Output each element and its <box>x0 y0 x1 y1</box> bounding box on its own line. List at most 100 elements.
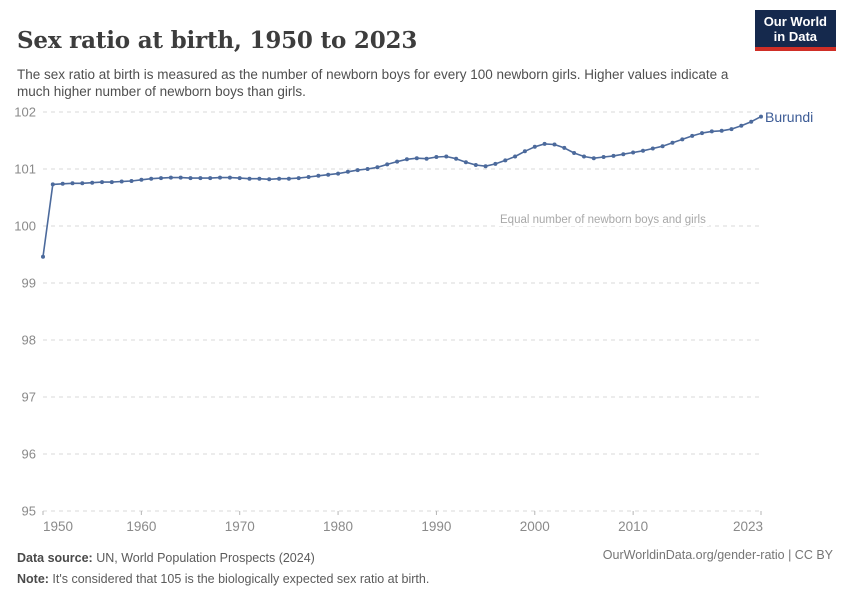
data-point-1970[interactable] <box>237 176 242 181</box>
data-point-2008[interactable] <box>611 153 616 158</box>
data-point-1969[interactable] <box>227 175 232 180</box>
chart-footer: Data source: UN, World Population Prospe… <box>17 548 429 590</box>
data-point-2006[interactable] <box>591 156 596 161</box>
data-point-2004[interactable] <box>572 151 577 155</box>
data-point-1987[interactable] <box>404 157 409 162</box>
owid-logo-line2: in Data <box>773 29 818 44</box>
data-point-2013[interactable] <box>660 144 665 149</box>
data-point-1980[interactable] <box>336 171 341 176</box>
data-point-1953[interactable] <box>70 181 75 186</box>
data-point-1981[interactable] <box>345 169 350 174</box>
data-point-1975[interactable] <box>286 176 291 181</box>
data-point-1993[interactable] <box>463 160 468 165</box>
data-point-1983[interactable] <box>365 167 370 171</box>
data-point-1967[interactable] <box>208 176 213 181</box>
data-point-1964[interactable] <box>178 175 183 180</box>
data-point-2011[interactable] <box>641 148 645 153</box>
data-source-text: UN, World Population Prospects (2024) <box>92 551 315 565</box>
data-point-1973[interactable] <box>267 177 272 182</box>
data-point-2009[interactable] <box>621 152 626 157</box>
data-point-1985[interactable] <box>385 162 390 167</box>
data-point-1965[interactable] <box>188 176 193 181</box>
data-point-1995[interactable] <box>483 164 488 169</box>
data-point-1997[interactable] <box>503 158 508 163</box>
x-tick-label-1960: 1960 <box>126 519 156 534</box>
data-point-1960[interactable] <box>139 177 144 182</box>
data-point-1968[interactable] <box>218 175 222 180</box>
entity-label-burundi[interactable]: Burundi <box>765 109 814 125</box>
data-point-1978[interactable] <box>316 173 321 178</box>
data-point-2022[interactable] <box>749 119 754 124</box>
data-point-1971[interactable] <box>247 176 252 181</box>
data-point-1988[interactable] <box>414 156 419 161</box>
chart-subtitle: The sex ratio at birth is measured as th… <box>17 66 729 100</box>
data-point-1989[interactable] <box>424 156 429 161</box>
data-point-1959[interactable] <box>129 179 134 183</box>
data-point-1950[interactable] <box>41 254 45 259</box>
data-point-2020[interactable] <box>729 127 734 132</box>
data-point-2014[interactable] <box>670 140 675 145</box>
trend-line-burundi[interactable] <box>42 115 762 257</box>
data-point-1990[interactable] <box>434 155 439 159</box>
y-tick-label-96: 96 <box>22 447 36 462</box>
y-tick-label-99: 99 <box>22 276 36 291</box>
data-point-1962[interactable] <box>159 176 163 181</box>
data-point-1979[interactable] <box>326 172 331 177</box>
data-point-2019[interactable] <box>719 128 724 133</box>
data-point-1984[interactable] <box>375 165 380 170</box>
data-point-1991[interactable] <box>444 154 449 159</box>
owid-link[interactable]: OurWorldinData.org/gender-ratio | CC BY <box>602 548 833 562</box>
x-tick-label-1950: 1950 <box>43 519 73 534</box>
data-point-1999[interactable] <box>522 149 527 154</box>
data-point-2018[interactable] <box>709 129 714 134</box>
owid-logo[interactable]: Our World in Data <box>754 10 836 51</box>
data-point-1954[interactable] <box>80 181 85 186</box>
data-point-1998[interactable] <box>513 154 518 159</box>
note-line: Note: It's considered that 105 is the bi… <box>17 569 429 590</box>
data-point-1986[interactable] <box>395 159 400 164</box>
data-point-1996[interactable] <box>493 161 498 166</box>
data-point-2007[interactable] <box>601 155 606 159</box>
data-point-1955[interactable] <box>90 180 95 185</box>
data-point-1992[interactable] <box>454 156 459 161</box>
data-point-2005[interactable] <box>582 154 586 159</box>
data-point-2001[interactable] <box>542 141 547 146</box>
data-point-1963[interactable] <box>168 175 173 180</box>
data-point-1972[interactable] <box>257 176 262 181</box>
data-point-2015[interactable] <box>680 137 685 142</box>
data-point-2017[interactable] <box>700 131 704 136</box>
data-point-1958[interactable] <box>119 179 124 184</box>
note-label: Note: <box>17 572 49 586</box>
data-point-1966[interactable] <box>198 176 203 181</box>
data-point-2016[interactable] <box>690 133 695 138</box>
x-tick-label-2010: 2010 <box>618 519 648 534</box>
y-tick-label-98: 98 <box>22 333 36 348</box>
data-point-1982[interactable] <box>355 168 360 173</box>
owid-logo-line1: Our World <box>763 14 827 29</box>
data-point-1994[interactable] <box>473 163 478 167</box>
y-tick-label-101: 101 <box>14 162 36 177</box>
data-point-2021[interactable] <box>739 123 744 128</box>
y-tick-label-95: 95 <box>22 504 36 519</box>
data-point-2000[interactable] <box>532 144 537 149</box>
x-tick-label-2023: 2023 <box>733 519 763 534</box>
data-point-1951[interactable] <box>50 182 55 187</box>
data-point-1952[interactable] <box>60 181 65 186</box>
data-point-2003[interactable] <box>562 145 567 150</box>
data-source-line: Data source: UN, World Population Prospe… <box>17 548 429 569</box>
data-point-1977[interactable] <box>306 175 311 179</box>
data-point-2002[interactable] <box>552 142 557 147</box>
data-point-2010[interactable] <box>631 150 636 155</box>
data-point-1961[interactable] <box>149 176 154 181</box>
y-tick-label-97: 97 <box>22 390 36 405</box>
data-point-1957[interactable] <box>109 180 114 185</box>
data-point-2012[interactable] <box>650 146 655 151</box>
data-point-2023[interactable] <box>759 114 763 119</box>
x-tick-label-2000: 2000 <box>520 519 550 534</box>
data-point-1974[interactable] <box>277 176 282 181</box>
equal-ratio-annotation: Equal number of newborn boys and girls <box>497 214 709 226</box>
data-point-1976[interactable] <box>296 176 301 181</box>
data-point-1956[interactable] <box>100 180 104 185</box>
